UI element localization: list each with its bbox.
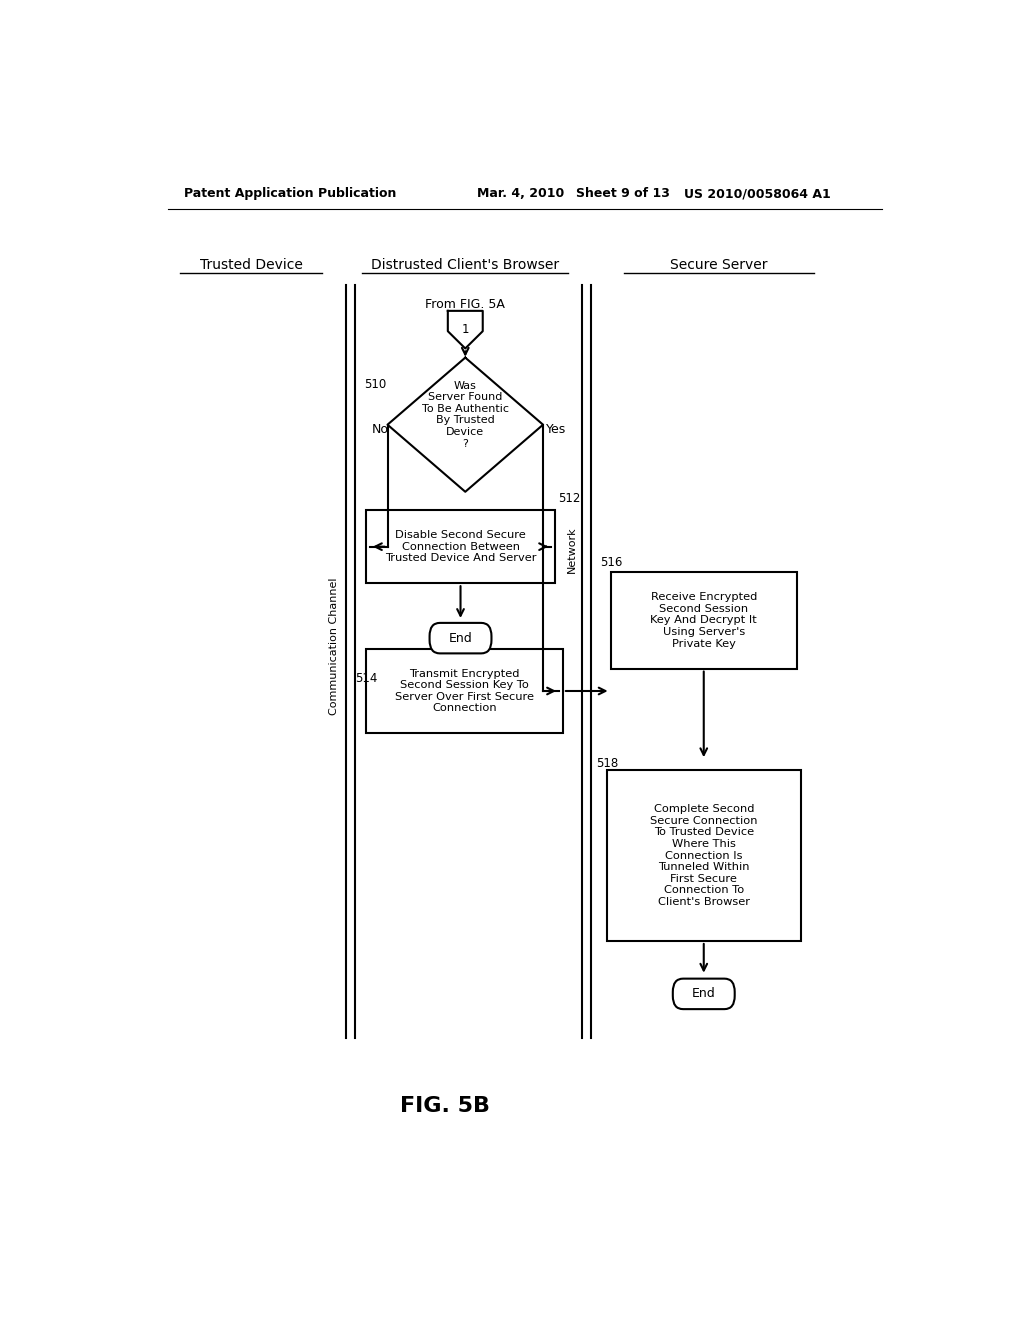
FancyBboxPatch shape xyxy=(606,771,801,941)
Text: 512: 512 xyxy=(558,492,581,506)
Text: US 2010/0058064 A1: US 2010/0058064 A1 xyxy=(684,187,830,201)
Text: Disable Second Secure
Connection Between
Trusted Device And Server: Disable Second Secure Connection Between… xyxy=(385,531,537,564)
Polygon shape xyxy=(387,358,543,492)
Text: Patent Application Publication: Patent Application Publication xyxy=(183,187,396,201)
Text: Secure Server: Secure Server xyxy=(671,259,768,272)
Text: Trusted Device: Trusted Device xyxy=(200,259,302,272)
Text: Distrusted Client's Browser: Distrusted Client's Browser xyxy=(372,259,559,272)
Text: 514: 514 xyxy=(355,672,378,685)
Text: Receive Encrypted
Second Session
Key And Decrypt It
Using Server's
Private Key: Receive Encrypted Second Session Key And… xyxy=(650,593,757,648)
FancyBboxPatch shape xyxy=(610,572,797,669)
Text: No: No xyxy=(372,424,389,437)
Text: Transmit Encrypted
Second Session Key To
Server Over First Secure
Connection: Transmit Encrypted Second Session Key To… xyxy=(395,669,534,713)
Text: 510: 510 xyxy=(364,378,386,391)
Text: 518: 518 xyxy=(596,756,618,770)
Text: Yes: Yes xyxy=(546,424,566,437)
Text: FIG. 5B: FIG. 5B xyxy=(400,1096,490,1115)
FancyBboxPatch shape xyxy=(430,623,492,653)
Text: End: End xyxy=(692,987,716,1001)
Text: End: End xyxy=(449,632,472,644)
Text: From FIG. 5A: From FIG. 5A xyxy=(425,298,505,312)
Text: Sheet 9 of 13: Sheet 9 of 13 xyxy=(577,187,671,201)
Text: 516: 516 xyxy=(600,557,623,569)
Polygon shape xyxy=(447,312,482,348)
Text: Was
Server Found
To Be Authentic
By Trusted
Device
?: Was Server Found To Be Authentic By Trus… xyxy=(422,380,509,449)
FancyBboxPatch shape xyxy=(367,510,555,583)
Text: Mar. 4, 2010: Mar. 4, 2010 xyxy=(477,187,564,201)
FancyBboxPatch shape xyxy=(367,649,563,733)
FancyBboxPatch shape xyxy=(673,978,734,1008)
Text: Network: Network xyxy=(566,527,577,573)
Text: Complete Second
Secure Connection
To Trusted Device
Where This
Connection Is
Tun: Complete Second Secure Connection To Tru… xyxy=(650,804,758,907)
Text: Communication Channel: Communication Channel xyxy=(330,578,339,715)
Text: 1: 1 xyxy=(462,322,469,335)
